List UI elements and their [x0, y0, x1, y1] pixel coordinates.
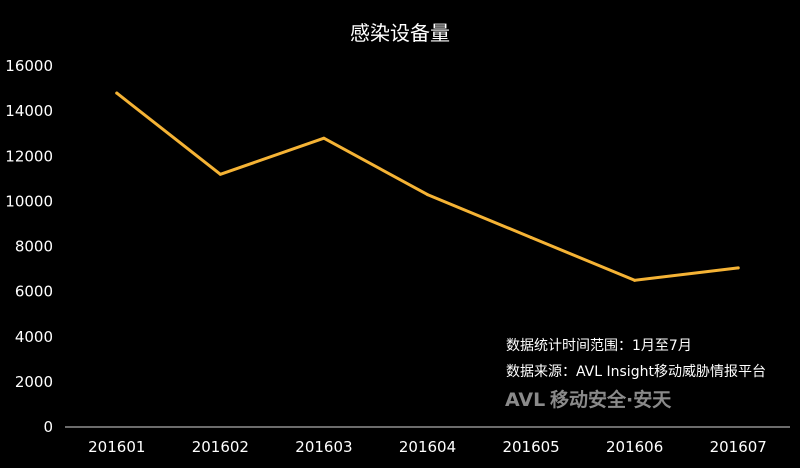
source-note: 数据来源：AVL Insight移动威胁情报平台: [506, 364, 766, 380]
y-tick-label: 2000: [15, 373, 53, 391]
x-tick-label: 201605: [502, 438, 559, 456]
x-tick-label: 201603: [295, 438, 352, 456]
watermark: AVL 移动安全·安天: [505, 388, 672, 411]
data-point: [633, 278, 637, 282]
watermark-text: 移动安全·安天: [550, 388, 672, 411]
y-axis-ticks: 0 2000 4000 6000 8000 10000 12000 14000 16000: [5, 57, 53, 436]
watermark-logo: AVL: [505, 389, 545, 411]
data-point: [322, 136, 326, 140]
y-tick-label: 0: [43, 418, 53, 436]
data-point: [115, 91, 119, 95]
y-tick-label: 10000: [5, 192, 53, 210]
y-tick-label: 4000: [15, 328, 53, 346]
y-tick-label: 6000: [15, 283, 53, 301]
y-tick-label: 16000: [5, 57, 53, 75]
y-tick-label: 12000: [5, 147, 53, 165]
chart-title: 感染设备量: [350, 21, 450, 45]
data-point: [426, 193, 429, 197]
data-point: [529, 235, 533, 239]
x-tick-label: 201601: [88, 438, 145, 456]
y-tick-label: 14000: [5, 102, 53, 120]
series-line: [115, 91, 740, 282]
x-tick-label: 201606: [606, 438, 663, 456]
y-tick-label: 8000: [15, 238, 53, 256]
x-tick-label: 201607: [710, 438, 767, 456]
data-point: [736, 266, 740, 270]
data-point: [218, 172, 222, 176]
x-tick-label: 201604: [399, 438, 456, 456]
x-axis-ticks: 201601 201602 201603 201604 201605 201606 2016…: [88, 438, 767, 456]
range-note: 数据统计时间范围：1月至7月: [506, 337, 692, 354]
x-tick-label: 201602: [192, 438, 249, 456]
series-group: [115, 91, 740, 282]
